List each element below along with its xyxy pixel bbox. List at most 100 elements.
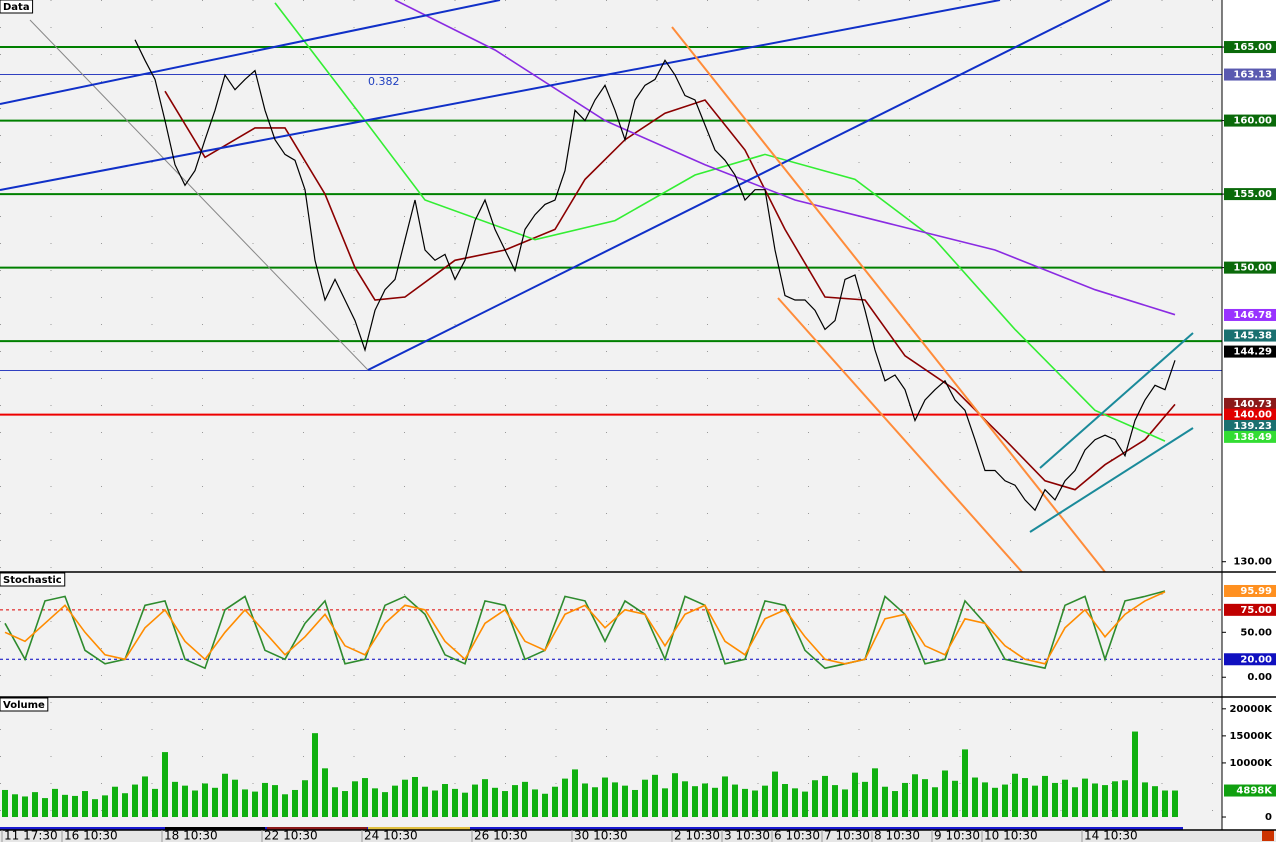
volume-bar	[322, 768, 328, 818]
volume-bar	[562, 778, 568, 818]
price-tag	[1224, 584, 1276, 597]
fib-label: 0.382	[368, 75, 400, 88]
volume-bar	[342, 791, 348, 818]
volume-bar	[282, 794, 288, 818]
volume-bar	[182, 785, 188, 818]
volume-bar	[1032, 785, 1038, 818]
tick-box	[1224, 261, 1276, 274]
volume-bar	[1172, 790, 1178, 818]
price-tag	[1224, 784, 1276, 797]
session-bar	[165, 827, 265, 830]
volume-bar	[722, 776, 728, 818]
volume-bar	[592, 787, 598, 818]
pane	[0, 590, 1222, 670]
y-tick-label: 0.00	[1247, 672, 1272, 683]
series-line	[394, 0, 1176, 316]
corner-button[interactable]	[1262, 830, 1274, 841]
volume-bar	[22, 796, 28, 818]
x-tick-label: 8 10:30	[874, 829, 920, 842]
trend-line	[0, 0, 1001, 191]
volume-bar	[452, 788, 458, 818]
volume-bar	[882, 786, 888, 818]
volume-bar	[752, 790, 758, 818]
volume-bar	[112, 786, 118, 818]
price-tag	[1224, 308, 1276, 321]
volume-bar	[552, 786, 558, 818]
volume-bar	[492, 787, 498, 818]
trend-line	[0, 0, 501, 105]
volume-bar	[2, 789, 8, 818]
volume-bar	[312, 733, 318, 818]
volume-bar	[82, 791, 88, 818]
y-tick-label: 155.00	[1233, 189, 1272, 200]
volume-bar	[712, 787, 718, 818]
price-tag-label: 140.73	[1233, 399, 1272, 410]
volume-bar	[1152, 786, 1158, 818]
price-tag	[1224, 68, 1276, 81]
price-tag	[1224, 653, 1276, 666]
x-axis-strip	[0, 830, 1276, 842]
volume-bar	[842, 789, 848, 818]
price-tag-label: 140.00	[1233, 410, 1272, 421]
volume-bar	[662, 788, 668, 818]
y-tick-label: 20000K	[1229, 704, 1273, 715]
tick-box	[1224, 41, 1276, 54]
series-line	[134, 39, 1176, 512]
volume-bar	[252, 791, 258, 818]
volume-bar	[762, 785, 768, 818]
volume-bar	[422, 786, 428, 818]
y-tick-label: 160.00	[1233, 116, 1272, 127]
price-tag	[1224, 419, 1276, 432]
series-line	[4, 591, 1166, 665]
price-tag-label: 4898K	[1236, 786, 1273, 797]
x-tick-label: 9 10:30	[934, 829, 980, 842]
volume-bar	[742, 788, 748, 818]
volume-bar	[972, 777, 978, 818]
y-tick-label: 130.00	[1233, 557, 1272, 568]
volume-bar	[32, 792, 38, 818]
x-tick-label: 16 10:30	[64, 829, 118, 842]
volume-bar	[302, 780, 308, 818]
pane	[0, 0, 1222, 491]
volume-bar	[222, 773, 228, 818]
price-tag-label: 138.49	[1233, 432, 1272, 443]
volume-bar	[902, 782, 908, 818]
volume-bar	[922, 779, 928, 818]
volume-bar	[942, 770, 948, 818]
volume-bar	[132, 784, 138, 818]
price-tag-label: 163.13	[1233, 70, 1272, 81]
session-bar	[0, 827, 1183, 830]
volume-bar	[622, 785, 628, 818]
volume-bar	[192, 790, 198, 818]
volume-bar	[532, 789, 538, 818]
volume-bar	[1062, 779, 1068, 818]
x-tick-label: 11 17:30	[4, 829, 58, 842]
volume-bar	[772, 771, 778, 818]
volume-bar	[1012, 773, 1018, 818]
volume-bar	[652, 774, 658, 818]
volume-bar	[102, 795, 108, 818]
volume-bar	[202, 783, 208, 818]
volume-bar	[792, 788, 798, 818]
volume-bar	[272, 785, 278, 818]
volume-bar	[172, 781, 178, 818]
volume-bar	[92, 799, 98, 818]
trend-line	[671, 26, 1106, 573]
volume-bar	[1162, 790, 1168, 818]
volume-bar	[352, 781, 358, 818]
price-tag	[1224, 430, 1276, 443]
price-tag-label: 139.23	[1233, 421, 1272, 432]
price-tag-label: 144.29	[1233, 347, 1272, 358]
volume-bar	[912, 774, 918, 818]
volume-bar	[822, 775, 828, 818]
pane-title: Volume	[3, 700, 45, 711]
volume-bar	[732, 784, 738, 818]
volume-bar	[982, 782, 988, 818]
volume-bar	[932, 787, 938, 818]
y-tick-label: 0	[1265, 812, 1272, 823]
x-tick-label: 7 10:30	[824, 829, 870, 842]
volume-bar	[62, 794, 68, 818]
volume-bar	[332, 787, 338, 818]
volume-bar	[392, 785, 398, 818]
trend-line	[1029, 427, 1194, 533]
